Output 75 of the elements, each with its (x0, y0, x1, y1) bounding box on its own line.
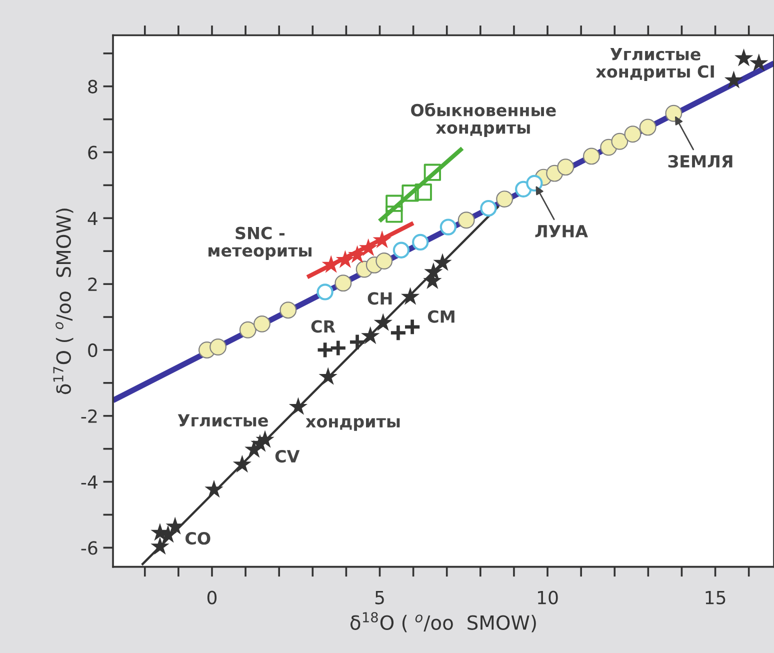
point (316, 284, 334, 300)
x-tick-label: 5 (375, 590, 384, 604)
annotation: Обыкновенные хондриты (411, 102, 556, 138)
point (150, 536, 170, 555)
point (166, 516, 184, 535)
y-tick-label: 4 (88, 212, 98, 226)
y-tick-label: 8 (88, 80, 98, 94)
point (254, 315, 270, 332)
point (400, 287, 420, 305)
point (440, 218, 457, 236)
point (724, 70, 744, 88)
y-tick-label: 0 (88, 343, 98, 358)
point (424, 262, 443, 280)
point (318, 367, 338, 385)
point (256, 430, 274, 448)
annotation: Углистые (178, 414, 268, 427)
point (204, 480, 224, 498)
point (376, 252, 393, 270)
annotation: CR (311, 320, 336, 333)
point (374, 313, 392, 331)
point (334, 274, 352, 292)
point (403, 318, 422, 336)
point (389, 324, 408, 342)
point (424, 164, 442, 181)
point (665, 104, 682, 122)
y-axis-title: δ$^{17}$O ( $^{o}$/oo SMOW) (53, 208, 74, 394)
point (583, 148, 600, 165)
point (433, 253, 452, 271)
annotation: хондриты (306, 418, 400, 431)
point (210, 338, 226, 356)
point (402, 184, 419, 202)
point (412, 234, 429, 251)
point (414, 184, 432, 201)
point (734, 48, 754, 66)
point (458, 212, 475, 229)
point (322, 255, 340, 273)
y-tick-label: -2 (81, 409, 97, 423)
point (280, 302, 297, 319)
y-tick-label: -4 (81, 475, 98, 489)
point (336, 250, 355, 268)
x-tick-label: 15 (706, 590, 726, 604)
point (639, 118, 656, 136)
x-tick-label: 10 (538, 590, 558, 604)
point (359, 238, 378, 256)
point (288, 397, 308, 415)
annotation: SNC - метеориты (208, 226, 312, 260)
point (386, 206, 403, 223)
point (750, 53, 768, 72)
point (557, 158, 574, 176)
x-axis-title: δ$^{18}$O ( $^{o}$/oo SMOW) (350, 612, 536, 632)
point (480, 200, 497, 217)
point (392, 242, 410, 258)
series-label: ЗЕМЛЯ (668, 155, 732, 168)
point (611, 132, 628, 150)
annotation: Углистые хондриты CI (596, 48, 714, 82)
point (348, 333, 366, 352)
y-tick-label: 6 (88, 146, 98, 160)
series-label: ЛУНА (535, 225, 588, 238)
y-tick-label: -6 (81, 541, 98, 555)
point (526, 174, 543, 192)
point (316, 341, 334, 359)
point (361, 326, 380, 344)
point (386, 194, 403, 212)
annotation: CO (186, 532, 210, 545)
y-tick-label: 2 (88, 278, 97, 291)
annotation: CM (428, 310, 454, 323)
point (496, 190, 514, 208)
point (239, 321, 256, 338)
point (372, 230, 392, 248)
annotation: CH (368, 292, 392, 305)
x-tick-label: 0 (207, 590, 217, 604)
point (232, 454, 252, 473)
annotation: CV (275, 450, 300, 463)
point (329, 339, 348, 357)
point (624, 126, 642, 143)
